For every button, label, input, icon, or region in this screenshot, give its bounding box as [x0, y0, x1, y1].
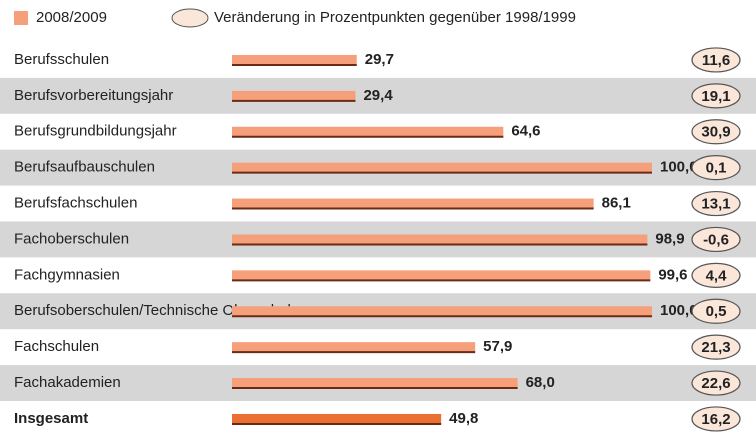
- category-label: Berufsfachschulen: [14, 195, 137, 212]
- change-badge: [691, 334, 741, 360]
- bar: [232, 90, 356, 101]
- change-label: 11,6: [702, 52, 730, 69]
- category-label: Fachoberschulen: [14, 230, 129, 247]
- change-badge: [691, 190, 741, 217]
- change-label: 22,6: [701, 375, 730, 392]
- change-badge: [691, 47, 741, 73]
- change-label: 0,1: [706, 160, 727, 177]
- legend-label: 2008/2009: [36, 9, 107, 26]
- category-label: Berufsgrundbildungsjahr: [14, 123, 177, 140]
- value-label: 64,6: [511, 123, 540, 140]
- bar: [232, 162, 652, 173]
- value-label: 29,4: [363, 87, 393, 104]
- bar: [232, 306, 652, 317]
- bar: [232, 378, 518, 389]
- change-badge: [691, 83, 741, 109]
- category-label: Berufsschulen: [14, 51, 109, 68]
- change-badge: [691, 226, 741, 253]
- change-label: 13,1: [701, 196, 730, 213]
- change-badge: [691, 119, 741, 145]
- bar: [232, 342, 476, 353]
- legend-swatch: [171, 8, 209, 28]
- value-label: 99,6: [658, 266, 687, 283]
- value-label: 86,1: [602, 195, 631, 212]
- change-badge: [691, 262, 741, 288]
- value-label: 57,9: [483, 338, 512, 355]
- category-label: Fachakademien: [14, 374, 121, 391]
- legend-label: Veränderung in Prozentpunkten gegenüber …: [214, 9, 576, 26]
- bar: [232, 126, 504, 137]
- bar: [232, 54, 357, 65]
- value-label: 68,0: [526, 374, 555, 391]
- change-label: 19,1: [701, 88, 730, 105]
- value-label: 49,8: [449, 410, 478, 427]
- category-label: Berufsvorbereitungsjahr: [14, 87, 173, 104]
- change-label: 21,3: [701, 339, 730, 356]
- value-label: 100,0: [660, 159, 698, 176]
- change-label: 0,5: [706, 303, 727, 320]
- change-badge: [691, 298, 741, 324]
- category-label: Fachschulen: [14, 338, 99, 355]
- value-label: 29,7: [365, 51, 394, 68]
- change-badge: [691, 406, 741, 432]
- change-label: 16,2: [701, 411, 730, 428]
- change-label: -0,6: [703, 231, 729, 248]
- row-band: [0, 77, 756, 114]
- bar: [232, 198, 594, 209]
- change-badge: [691, 155, 741, 181]
- change-badge: [691, 370, 741, 396]
- category-label: Insgesamt: [14, 410, 88, 427]
- legend-swatch: [14, 11, 28, 25]
- value-label: 100,0: [660, 302, 698, 319]
- bar: [232, 234, 648, 245]
- category-label: Fachgymnasien: [14, 266, 120, 283]
- change-label: 4,4: [706, 267, 728, 284]
- bar: [232, 413, 442, 424]
- category-label: Berufsaufbauschulen: [14, 159, 155, 176]
- bar: [232, 270, 651, 281]
- change-label: 30,9: [701, 124, 730, 141]
- value-label: 98,9: [655, 230, 684, 247]
